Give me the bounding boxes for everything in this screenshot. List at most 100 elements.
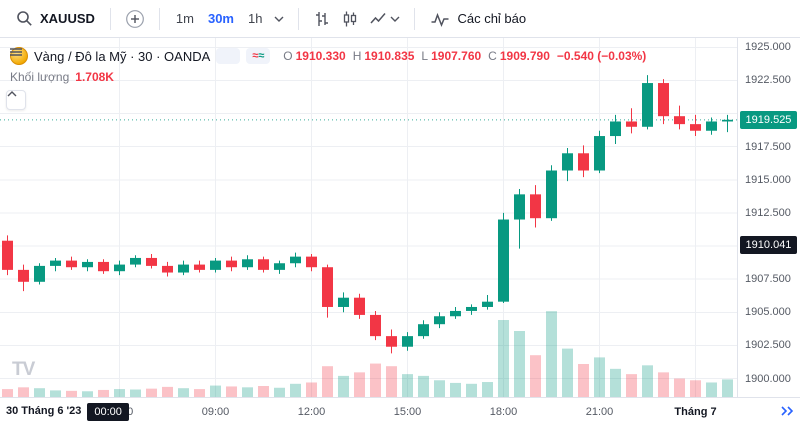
candle-body [466, 306, 477, 311]
chevron-down-icon [274, 16, 284, 22]
time-axis-left: 30 Tháng 6 '23 00:00 [6, 402, 129, 421]
volume-bar [626, 374, 637, 397]
price-tick-label: 1917.500 [745, 140, 791, 153]
candle-body [674, 116, 685, 125]
open-value: 1910.330 [295, 49, 346, 63]
volume-bar [386, 366, 397, 397]
teal-wave-icon: ≈ [258, 49, 265, 62]
ohlc-readout: O 1910.330 H 1910.835 L 1907.760 C 1909.790 … [283, 49, 646, 63]
left-panel-toggle-button[interactable] [6, 90, 26, 110]
time-tick-label: 09:00 [201, 406, 230, 418]
time-tick-label: 15:00 [393, 406, 422, 418]
volume-bar [290, 383, 301, 397]
volume-bar [2, 389, 13, 397]
candle-body [594, 136, 605, 171]
toolbar-divider [109, 7, 111, 30]
volume-bar [370, 363, 381, 397]
candle-body [2, 240, 13, 270]
date-label: 30 Tháng 6 '23 [6, 405, 82, 417]
volume-bar [706, 382, 717, 397]
volume-bar [530, 355, 541, 397]
crosshair-price-badge: 1910.041 [740, 236, 797, 255]
candle-body [130, 257, 141, 265]
symbol-search-button[interactable]: XAUUSD [10, 6, 101, 31]
candle-body [418, 324, 429, 337]
candle-body [322, 267, 333, 307]
volume-bar [722, 379, 733, 397]
line-chart-icon [369, 10, 387, 28]
candle-body [690, 124, 701, 131]
volume-bar [146, 388, 157, 397]
candle-body [82, 261, 93, 268]
price-tick-label: 1900.000 [745, 372, 791, 385]
volume-value: 1.708K [75, 70, 114, 84]
top-toolbar: XAUUSD 1m 30m 1h Các ch [0, 0, 800, 38]
high-label: H [352, 49, 362, 63]
main-region: Vàng / Đô la Mỹ · 30 · OANDA ≈ ≈ O 1910.33… [0, 38, 800, 397]
candle-body [18, 269, 29, 282]
indicators-icon [430, 11, 450, 27]
plus-circle-icon [125, 9, 145, 29]
candle-body [642, 83, 653, 127]
timeframe-menu-button[interactable] [269, 12, 289, 26]
volume-bar [178, 388, 189, 397]
volume-bar [578, 364, 589, 397]
chart-area[interactable]: Vàng / Đô la Mỹ · 30 · OANDA ≈ ≈ O 1910.33… [0, 38, 737, 397]
candlestick-chart[interactable] [0, 38, 737, 397]
price-tick-label: 1915.000 [745, 173, 791, 186]
timeframe-1m-button[interactable]: 1m [169, 7, 201, 30]
crosshair-time-badge: 00:00 [87, 402, 129, 421]
tradingview-logo[interactable]: TV [12, 359, 35, 380]
volume-bar [338, 375, 349, 397]
timeframe-30m-button[interactable]: 30m [201, 7, 241, 30]
candle-style-button[interactable] [336, 6, 364, 32]
volume-bar [210, 385, 221, 397]
candle-body [178, 264, 189, 273]
volume-bar [418, 375, 429, 397]
symbol-name: XAUUSD [40, 11, 95, 26]
bar-style-button[interactable] [308, 6, 336, 32]
indicators-button[interactable]: Các chỉ báo [424, 7, 532, 31]
candle-body [562, 153, 573, 171]
candle-body [242, 259, 253, 268]
indicators-label: Các chỉ báo [457, 11, 527, 26]
volume-bar [354, 372, 365, 397]
candle-body [514, 194, 525, 220]
legend-visibility-pill[interactable] [10, 48, 241, 64]
volume-bar [434, 380, 445, 397]
legend-volume-row: Khối lượng 1.708K [10, 70, 646, 84]
price-tick-label: 1905.000 [745, 306, 791, 319]
candle-body [274, 263, 285, 270]
toolbar-divider [298, 7, 300, 30]
volume-bar [162, 386, 173, 397]
legend-main-row: Vàng / Đô la Mỹ · 30 · OANDA ≈ ≈ O 1910.33… [10, 47, 646, 65]
change-value: −0.540 (−0.03%) [556, 49, 647, 63]
compare-add-button[interactable] [120, 5, 150, 33]
volume-bar [130, 389, 141, 397]
volume-bar [562, 348, 573, 397]
volume-bar [642, 365, 653, 397]
legend-title[interactable]: Vàng / Đô la Mỹ · 30 · OANDA [34, 48, 211, 64]
candle-body [450, 310, 461, 317]
candle-body [114, 264, 125, 272]
volume-bar [226, 386, 237, 397]
toolbar-divider [158, 7, 160, 30]
scroll-to-realtime-button[interactable] [780, 405, 794, 417]
close-label: C [488, 49, 497, 63]
volume-bar [82, 391, 93, 397]
volume-bar [658, 372, 669, 397]
legend-source-pill[interactable]: ≈ ≈ [246, 48, 271, 64]
time-axis[interactable]: 30 Tháng 6 '23 00:00 06:0009:0012:0015:0… [0, 397, 800, 425]
time-tick-label: Tháng 7 [674, 406, 717, 418]
timeframe-1h-button[interactable]: 1h [241, 7, 269, 30]
volume-bar [466, 383, 477, 397]
volume-bar [594, 357, 605, 397]
candle-body [498, 219, 509, 302]
volume-bar [546, 311, 557, 397]
candle-body [482, 301, 493, 307]
chart-type-button[interactable] [364, 6, 405, 32]
price-axis[interactable]: 1925.000 1922.500 1917.500 1915.000 1912.500… [737, 38, 800, 397]
candle-body [402, 336, 413, 347]
volume-label[interactable]: Khối lượng [10, 70, 70, 84]
candle-body [578, 153, 589, 171]
